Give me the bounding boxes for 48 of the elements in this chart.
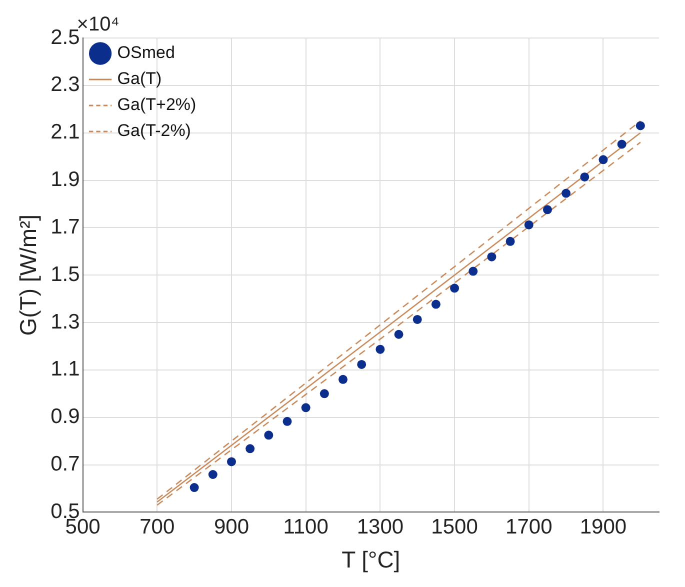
y-tick-label: 2.1: [50, 120, 80, 144]
point: [226, 457, 236, 466]
legend-label: Ga(T-2%): [117, 121, 191, 140]
text: ×10⁴: [76, 14, 120, 36]
y-tick-label: 1.5: [50, 262, 80, 286]
x-tick-label: 1900: [580, 516, 627, 539]
point: [357, 360, 366, 369]
y-tick-label: 0.7: [50, 452, 80, 476]
point: [246, 444, 255, 454]
x-tick-label: 700: [140, 516, 175, 539]
y-tick-label: 2.3: [50, 73, 80, 96]
y-tick-label: 1.9: [50, 168, 80, 192]
point: [376, 344, 385, 354]
legend-label: Ga(T): [117, 69, 162, 88]
point: [338, 374, 348, 384]
y-axis-title: G(T) [W/m²]: [15, 214, 42, 336]
x-tick-label: 1700: [506, 516, 552, 539]
point: [450, 284, 460, 293]
point: [468, 266, 478, 276]
point: [542, 205, 552, 214]
legend-label: OSmed: [117, 43, 175, 62]
y-tick-label: 1.3: [50, 310, 80, 334]
y-tick-label: 0.9: [50, 405, 80, 428]
point: [617, 140, 626, 149]
point: [524, 220, 534, 230]
x-tick-label: 1500: [431, 516, 478, 539]
point: [580, 172, 590, 182]
point: [208, 470, 218, 479]
legend-label: Ga(T+2%): [117, 95, 196, 114]
point: [412, 314, 422, 324]
point: [301, 403, 310, 412]
y-tick-label: 1.7: [50, 215, 80, 238]
point: [506, 236, 515, 246]
y-tick-label: 1.1: [50, 358, 80, 381]
x-tick-label: 1300: [356, 516, 404, 539]
point: [394, 330, 404, 339]
point: [282, 416, 292, 426]
point: [562, 188, 571, 198]
point: [431, 300, 440, 309]
point: [264, 430, 274, 440]
point: [320, 389, 329, 398]
x-axis-title: T [°C]: [342, 546, 400, 573]
point: [190, 483, 199, 492]
point: [487, 252, 496, 262]
x-tick-label: 900: [214, 516, 250, 539]
x-tick-label: 1100: [283, 516, 328, 539]
point: [598, 155, 608, 164]
point: [636, 121, 645, 130]
